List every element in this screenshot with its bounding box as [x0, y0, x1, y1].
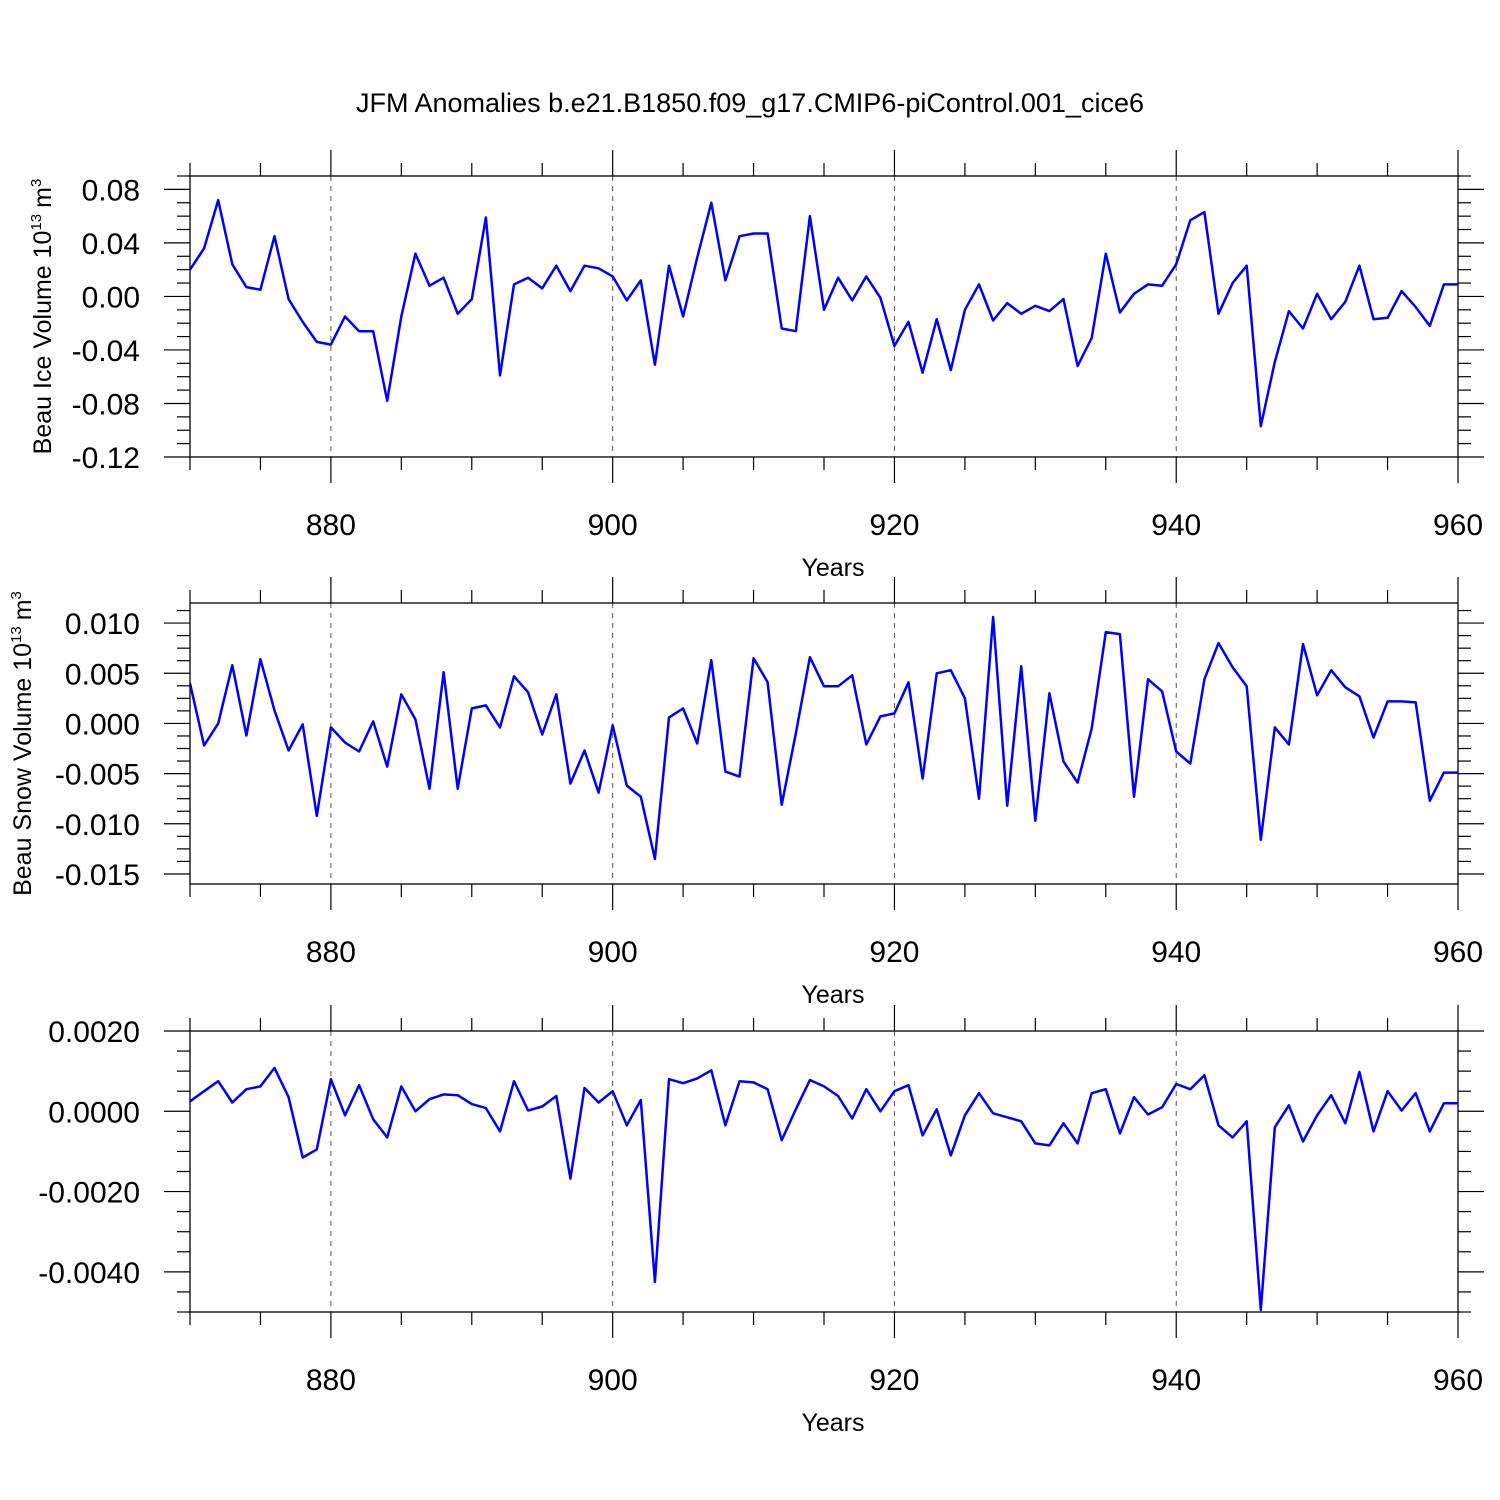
series-line — [190, 198, 1458, 428]
x-tick-label: 900 — [588, 509, 638, 542]
x-tick-label: 900 — [588, 1364, 638, 1397]
panel-ice-volume: 880 900 920 940 960 Years 0.08 0.04 0.00 -0.04 -0.… — [28, 150, 1484, 582]
x-tick-label: 960 — [1433, 1364, 1483, 1397]
x-tick-label: 940 — [1151, 509, 1201, 542]
y-tick-label: 0.00 — [82, 281, 140, 314]
y-tick-label: 0.0020 — [48, 1016, 140, 1049]
x-tick-label: 920 — [869, 509, 919, 542]
y-tick-label: 0.04 — [82, 228, 140, 261]
y-tick-label: -0.0040 — [38, 1257, 140, 1290]
y-tick-label: 0.010 — [65, 608, 140, 641]
series-line — [190, 615, 1458, 861]
plot-frame — [189, 175, 1459, 458]
x-tick-label: 880 — [306, 509, 356, 542]
y-axis-title: Beau Snow Volume 1013m3 — [8, 591, 37, 896]
y-tick-label: -0.04 — [72, 335, 140, 368]
x-tick-label: 940 — [1151, 1364, 1201, 1397]
x-tick-label: 920 — [869, 1364, 919, 1397]
panel-snow-volume: 880 900 920 940 960 Years 0.010 0.005 0.000 -0.00… — [8, 577, 1484, 1009]
x-tick-label: 880 — [306, 1364, 356, 1397]
y-tick-label: 0.0000 — [48, 1096, 140, 1129]
y-tick-label: -0.0020 — [38, 1177, 140, 1210]
plot-frame — [189, 602, 1459, 885]
x-tick-label: 880 — [306, 936, 356, 969]
y-tick-label: -0.005 — [55, 759, 140, 792]
series-line — [190, 1066, 1458, 1312]
x-tick-label: 900 — [588, 936, 638, 969]
y-axis-title: Beau Ice Volume 1013m3 — [28, 179, 57, 455]
y-tick-label: 0.005 — [65, 658, 140, 691]
chart-title: JFM Anomalies b.e21.B1850.f09_g17.CMIP6-… — [356, 88, 1144, 118]
y-tick-label: -0.010 — [55, 809, 140, 842]
plot-frame — [189, 1030, 1459, 1313]
y-tick-label: -0.12 — [72, 442, 140, 475]
y-tick-label: 0.000 — [65, 708, 140, 741]
x-axis-title: Years — [801, 1409, 864, 1437]
x-tick-label: 960 — [1433, 936, 1483, 969]
x-axis-title: Years — [801, 554, 864, 582]
panel-ice-area: 880 900 920 940 960 Years 0.0020 0.0000 -0.0020 -… — [38, 1005, 1484, 1437]
x-tick-label: 920 — [869, 936, 919, 969]
y-tick-label: 0.08 — [82, 174, 140, 207]
x-tick-label: 960 — [1433, 509, 1483, 542]
y-tick-label: -0.015 — [55, 859, 140, 892]
y-tick-label: -0.08 — [72, 388, 140, 421]
x-axis-title: Years — [801, 981, 864, 1009]
x-tick-label: 940 — [1151, 936, 1201, 969]
